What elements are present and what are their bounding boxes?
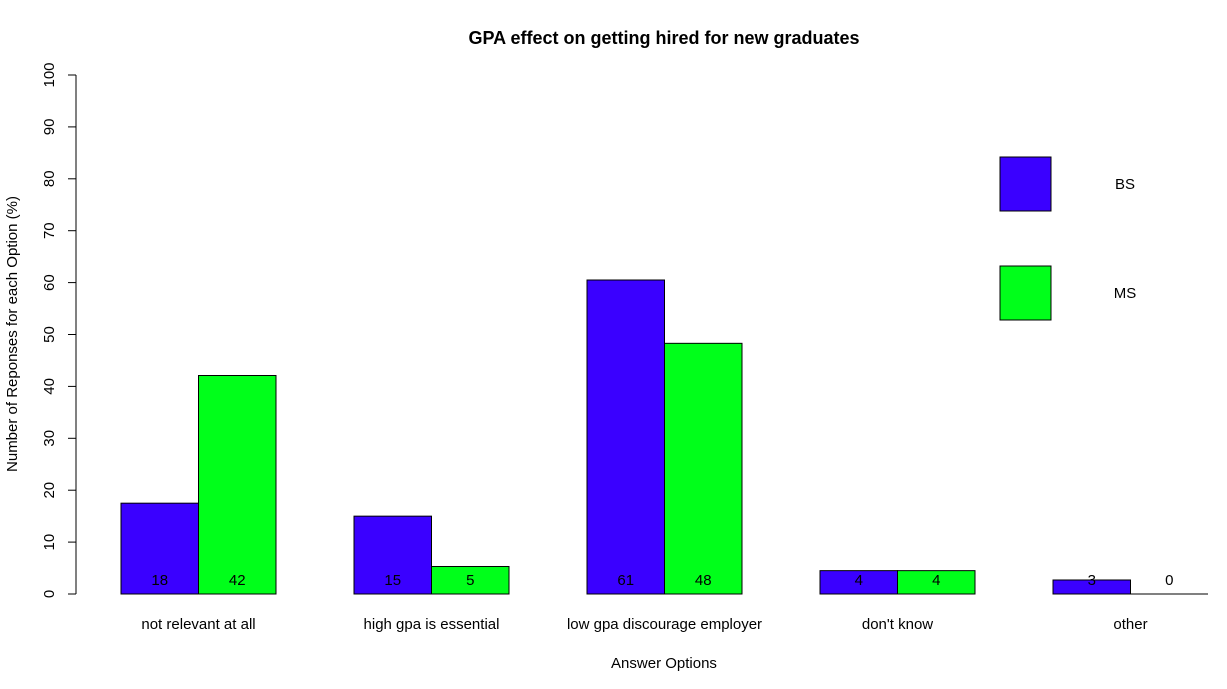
bar-value-label: 3: [1088, 572, 1096, 589]
legend-label-ms: MS: [1114, 285, 1137, 302]
y-tick-label: 50: [41, 326, 58, 343]
x-tick-labels-group: not relevant at all high gpa is essential…: [141, 616, 1147, 633]
x-tick-label: not relevant at all: [141, 616, 255, 633]
bars-group: [120, 279, 1208, 595]
y-tick-label: 40: [41, 378, 58, 395]
bar-value-label: 15: [384, 572, 401, 589]
bar-value-label: 61: [617, 572, 634, 589]
bar-value-label: 4: [855, 572, 863, 589]
bar-bs: [586, 279, 665, 595]
bar-ms: [897, 570, 976, 595]
bar-value-label: 0: [1165, 572, 1173, 589]
y-tick-label: 60: [41, 274, 58, 291]
bar-bs: [1052, 579, 1131, 595]
bar-value-label: 42: [229, 572, 246, 589]
bar-bs: [353, 515, 432, 595]
y-tick-label: 0: [41, 590, 58, 598]
chart-title: GPA effect on getting hired for new grad…: [468, 28, 859, 48]
y-tick-label: 100: [41, 62, 58, 87]
bar-bs: [120, 502, 199, 595]
bar-value-label: 4: [932, 572, 940, 589]
x-tick-label: low gpa discourage employer: [567, 616, 762, 633]
y-tick-label: 90: [41, 119, 58, 136]
y-tick-label: 10: [41, 534, 58, 551]
y-tick-label: 20: [41, 482, 58, 499]
bar-ms: [431, 565, 510, 595]
y-axis-label: Number of Reponses for each Option (%): [4, 196, 21, 472]
value-labels-group: 18 42 15 5 61 48 4 4 3 0: [151, 572, 1173, 589]
legend-swatch-ms: [999, 265, 1052, 321]
legend-swatch-bs: [999, 156, 1052, 212]
bar-value-label: 48: [695, 572, 712, 589]
legend: BS MS: [999, 156, 1137, 321]
x-tick-label: high gpa is essential: [364, 616, 500, 633]
x-tick-label: other: [1113, 616, 1147, 633]
bar-value-label: 18: [151, 572, 168, 589]
legend-label-bs: BS: [1115, 176, 1135, 193]
bar-ms: [664, 342, 743, 595]
y-tick-label: 70: [41, 222, 58, 239]
x-axis-label: Answer Options: [611, 655, 717, 672]
y-axis: 0 10 20 30 40 50 60 70 80 90 100: [41, 62, 77, 598]
x-tick-label: don't know: [862, 616, 933, 633]
bar-value-label: 5: [466, 572, 474, 589]
y-tick-label: 30: [41, 430, 58, 447]
bar-ms: [198, 375, 277, 595]
y-tick-label: 80: [41, 170, 58, 187]
